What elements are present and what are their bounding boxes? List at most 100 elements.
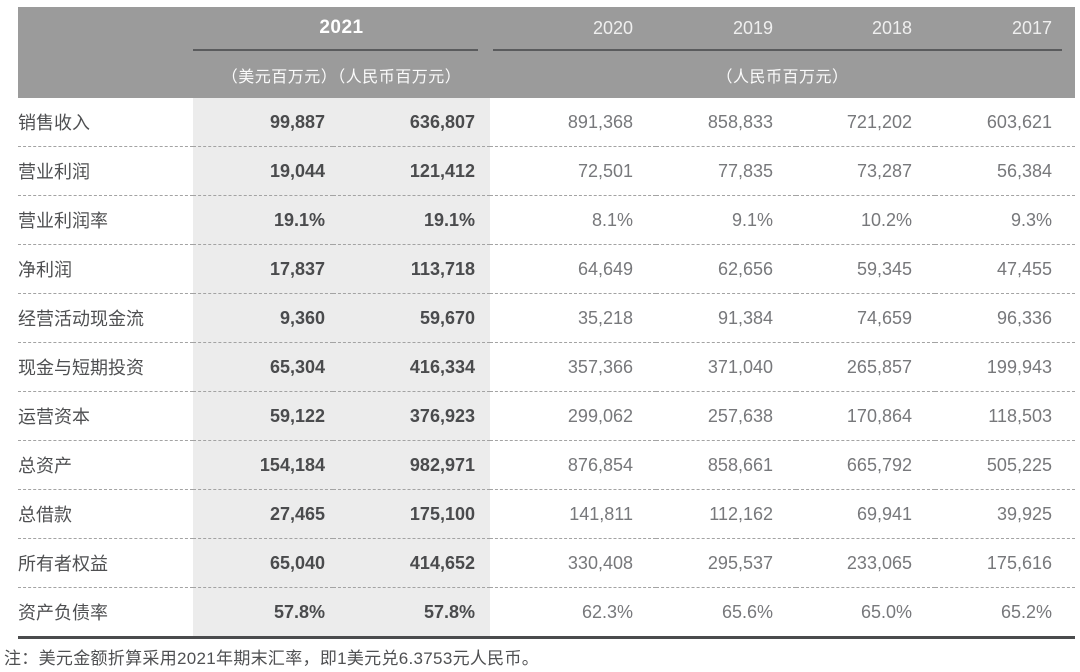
- row-label: 现金与短期投资: [18, 342, 193, 392]
- table-body: 销售收入 99,887 636,807 891,368 858,833 721,…: [18, 98, 1075, 639]
- value-2019: 112,162: [656, 489, 796, 539]
- value-2020: 357,366: [490, 342, 656, 392]
- row-label: 运营资本: [18, 391, 193, 441]
- value-2020: 876,854: [490, 440, 656, 490]
- value-2019: 371,040: [656, 342, 796, 392]
- row-label: 净利润: [18, 244, 193, 294]
- value-2019: 62,656: [656, 244, 796, 294]
- unit-2021: （美元百万元）（人民币百万元）: [193, 51, 490, 98]
- table-row: 总资产 154,184 982,971 876,854 858,661 665,…: [18, 440, 1075, 490]
- value-2018: 170,864: [796, 391, 935, 441]
- unit-prior-years: （人民币百万元）: [490, 51, 1075, 98]
- value-2018: 721,202: [796, 98, 935, 147]
- value-2017: 65.2%: [935, 587, 1075, 639]
- value-2017: 96,336: [935, 293, 1075, 343]
- value-2020: 141,811: [490, 489, 656, 539]
- row-label: 所有者权益: [18, 538, 193, 588]
- value-2020: 35,218: [490, 293, 656, 343]
- value-2021-rmb: 414,652: [333, 538, 490, 588]
- table-row: 净利润 17,837 113,718 64,649 62,656 59,345 …: [18, 244, 1075, 294]
- table-row: 经营活动现金流 9,360 59,670 35,218 91,384 74,65…: [18, 293, 1075, 343]
- header-year-2021: 2021: [193, 7, 490, 49]
- value-2017: 47,455: [935, 244, 1075, 294]
- header-year-row: 2021 2020 2019 2018 2017: [18, 7, 1075, 49]
- header-corner-cell: [18, 7, 193, 49]
- value-2021-usd: 57.8%: [193, 587, 333, 639]
- value-2017: 603,621: [935, 98, 1075, 147]
- value-2021-usd: 65,040: [193, 538, 333, 588]
- value-2021-rmb: 121,412: [333, 146, 490, 196]
- value-2021-rmb: 416,334: [333, 342, 490, 392]
- value-2021-usd: 9,360: [193, 293, 333, 343]
- value-2018: 10.2%: [796, 195, 935, 245]
- value-2018: 233,065: [796, 538, 935, 588]
- value-2021-usd: 19.1%: [193, 195, 333, 245]
- value-2021-rmb: 59,670: [333, 293, 490, 343]
- value-2021-usd: 99,887: [193, 98, 333, 147]
- value-2021-usd: 27,465: [193, 489, 333, 539]
- value-2017: 118,503: [935, 391, 1075, 441]
- row-label: 营业利润: [18, 146, 193, 196]
- value-2017: 39,925: [935, 489, 1075, 539]
- value-2021-rmb: 57.8%: [333, 587, 490, 639]
- value-2021-usd: 65,304: [193, 342, 333, 392]
- value-2018: 74,659: [796, 293, 935, 343]
- value-2018: 59,345: [796, 244, 935, 294]
- value-2019: 9.1%: [656, 195, 796, 245]
- value-2020: 891,368: [490, 98, 656, 147]
- value-2021-usd: 154,184: [193, 440, 333, 490]
- value-2020: 299,062: [490, 391, 656, 441]
- value-2017: 9.3%: [935, 195, 1075, 245]
- table-row: 所有者权益 65,040 414,652 330,408 295,537 233…: [18, 538, 1075, 588]
- table-row: 资产负债率 57.8% 57.8% 62.3% 65.6% 65.0% 65.2…: [18, 587, 1075, 639]
- value-2020: 64,649: [490, 244, 656, 294]
- row-label: 资产负债率: [18, 587, 193, 639]
- value-2021-rmb: 636,807: [333, 98, 490, 147]
- value-2018: 265,857: [796, 342, 935, 392]
- value-2018: 65.0%: [796, 587, 935, 639]
- header-year-2018: 2018: [796, 7, 935, 49]
- table-header: 2021 2020 2019 2018 2017 （美元百万元）（人民币百万元）…: [18, 7, 1075, 98]
- row-label: 营业利润率: [18, 195, 193, 245]
- value-2019: 77,835: [656, 146, 796, 196]
- table-row: 营业利润 19,044 121,412 72,501 77,835 73,287…: [18, 146, 1075, 196]
- value-2019: 65.6%: [656, 587, 796, 639]
- value-2021-usd: 59,122: [193, 391, 333, 441]
- value-2020: 8.1%: [490, 195, 656, 245]
- table-row: 运营资本 59,122 376,923 299,062 257,638 170,…: [18, 391, 1075, 441]
- table-row: 销售收入 99,887 636,807 891,368 858,833 721,…: [18, 98, 1075, 147]
- row-label: 总借款: [18, 489, 193, 539]
- header-year-2019: 2019: [656, 7, 796, 49]
- header-year-2017: 2017: [935, 7, 1075, 49]
- value-2021-rmb: 376,923: [333, 391, 490, 441]
- underline-2021: [193, 49, 478, 51]
- value-2019: 295,537: [656, 538, 796, 588]
- underline-prior-years: [493, 49, 1062, 51]
- five-year-financial-summary-table: 2021 2020 2019 2018 2017 （美元百万元）（人民币百万元）…: [18, 7, 1075, 639]
- value-2019: 858,661: [656, 440, 796, 490]
- value-2017: 56,384: [935, 146, 1075, 196]
- table-row: 总借款 27,465 175,100 141,811 112,162 69,94…: [18, 489, 1075, 539]
- value-2021-rmb: 982,971: [333, 440, 490, 490]
- value-2018: 665,792: [796, 440, 935, 490]
- table-row: 营业利润率 19.1% 19.1% 8.1% 9.1% 10.2% 9.3%: [18, 195, 1075, 245]
- value-2017: 175,616: [935, 538, 1075, 588]
- value-2018: 73,287: [796, 146, 935, 196]
- exchange-rate-footnote: 注：美元金额折算采用2021年期末汇率，即1美元兑6.3753元人民币。: [4, 649, 540, 668]
- header-unit-row: （美元百万元）（人民币百万元） （人民币百万元）: [18, 51, 1075, 98]
- value-2021-rmb: 113,718: [333, 244, 490, 294]
- value-2020: 330,408: [490, 538, 656, 588]
- header-year-2020: 2020: [490, 7, 656, 49]
- value-2021-rmb: 19.1%: [333, 195, 490, 245]
- row-label: 经营活动现金流: [18, 293, 193, 343]
- value-2019: 858,833: [656, 98, 796, 147]
- value-2021-usd: 19,044: [193, 146, 333, 196]
- header-underline-row: [18, 49, 1075, 51]
- value-2019: 91,384: [656, 293, 796, 343]
- value-2021-usd: 17,837: [193, 244, 333, 294]
- row-label: 销售收入: [18, 98, 193, 147]
- value-2020: 62.3%: [490, 587, 656, 639]
- value-2017: 505,225: [935, 440, 1075, 490]
- table-row: 现金与短期投资 65,304 416,334 357,366 371,040 2…: [18, 342, 1075, 392]
